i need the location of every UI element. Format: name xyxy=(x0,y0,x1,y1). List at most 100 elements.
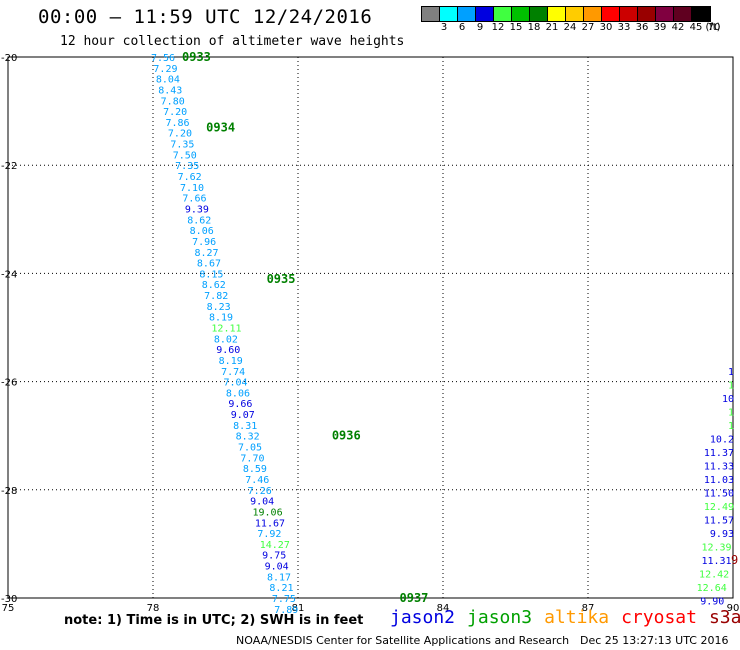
wave-height-value: 8.27 xyxy=(195,248,219,259)
wave-height-value: 9.39 xyxy=(185,204,209,215)
color-swatch xyxy=(692,7,710,21)
wave-height-value: 7.92 xyxy=(257,529,281,540)
wave-height-value: 12.39 xyxy=(701,543,731,554)
wave-height-value: 14.27 xyxy=(260,540,290,551)
latitude-tick-label: -28 xyxy=(1,486,17,497)
wave-height-value: 7.35 xyxy=(170,140,194,151)
color-swatch xyxy=(584,7,602,21)
color-scale-unit: (ft) xyxy=(705,22,721,33)
wave-height-value: 8.59 xyxy=(243,464,267,475)
color-scale-tick-label: 3 xyxy=(440,22,448,33)
wave-height-value: 11.03 xyxy=(704,475,734,486)
longitude-tick-label: 90 xyxy=(727,603,740,614)
latitude-tick-label: -30 xyxy=(1,594,17,605)
wave-height-value: 9.07 xyxy=(231,410,255,421)
color-swatch xyxy=(530,7,548,21)
color-swatch xyxy=(656,7,674,21)
wave-height-value: 7.04 xyxy=(224,378,248,389)
pass-time-label: 0937 xyxy=(400,591,429,605)
wave-height-value: 7.29 xyxy=(153,64,177,75)
wave-height-value: 9.93 xyxy=(710,529,734,540)
latitude-tick-label: -20 xyxy=(1,53,17,64)
wave-height-value: 7.35 xyxy=(175,161,199,172)
color-scale-tick-label: 42 xyxy=(671,22,685,33)
wave-height-value: 9.60 xyxy=(216,345,240,356)
wave-height-value: 12.49 xyxy=(704,502,734,513)
color-swatch xyxy=(548,7,566,21)
longitude-tick-label: 84 xyxy=(437,603,450,614)
wave-height-value: 8.43 xyxy=(158,85,182,96)
wave-height-value: 8.19 xyxy=(209,313,233,324)
credit-text: NOAA/NESDIS Center for Satellite Applica… xyxy=(236,634,570,647)
wave-height-value: 7.56 xyxy=(151,53,175,64)
color-scale-tick-label: 6 xyxy=(458,22,466,33)
wave-height-value: 11.67 xyxy=(255,518,285,529)
wave-height-value: 7.50 xyxy=(173,150,197,161)
wave-height-value: 8.32 xyxy=(236,432,260,443)
satellite-legend-item: jason3 xyxy=(467,607,533,628)
color-swatch xyxy=(602,7,620,21)
color-scale-tick-label: 9 xyxy=(476,22,484,33)
color-scale-tick-label: 27 xyxy=(581,22,595,33)
wave-height-value: 9.90 xyxy=(700,597,724,608)
color-scale-tick-label: 33 xyxy=(617,22,631,33)
wave-height-value: 7.20 xyxy=(163,107,187,118)
wave-height-value: 1 xyxy=(728,380,734,391)
color-swatch xyxy=(422,7,440,21)
map-subtitle: 12 hour collection of altimeter wave hei… xyxy=(60,34,405,49)
color-scale-tick-label: 15 xyxy=(509,22,523,33)
wave-height-value: 11.31 xyxy=(701,556,731,567)
color-swatch xyxy=(440,7,458,21)
wave-height-value: 8.04 xyxy=(156,75,180,86)
color-swatch xyxy=(458,7,476,21)
wave-height-value: 7.10 xyxy=(180,183,204,194)
wave-height-value: 11.33 xyxy=(704,461,734,472)
wave-height-value: 8.02 xyxy=(214,334,238,345)
color-scale-tick-label: 30 xyxy=(599,22,613,33)
satellite-legend-item: s3a xyxy=(708,607,740,628)
color-scale-tick-label: 24 xyxy=(563,22,577,33)
wave-height-value: 8.21 xyxy=(269,583,293,594)
wave-height-value: 7.82 xyxy=(204,291,228,302)
wave-height-value: 7.89 xyxy=(274,605,298,616)
color-scale-tick-label: 21 xyxy=(545,22,559,33)
wave-height-value: 9.75 xyxy=(262,551,286,562)
wave-height-value: 11.50 xyxy=(704,489,734,500)
wave-height-value: 9.04 xyxy=(265,562,289,573)
color-scale-tick-label: 39 xyxy=(653,22,667,33)
generated-timestamp: Dec 25 13:27:13 UTC 2016 xyxy=(580,634,729,647)
pass-time-label: 0933 xyxy=(182,50,211,64)
wave-height-value: 8.31 xyxy=(233,421,257,432)
pass-time-label: 0936 xyxy=(332,429,361,443)
wave-height-value: 9.04 xyxy=(250,497,274,508)
wave-height-value: 7.26 xyxy=(248,486,272,497)
wave-height-value: 7.75 xyxy=(272,594,296,605)
wave-height-value: 9 xyxy=(731,553,738,567)
color-swatch xyxy=(638,7,656,21)
wave-height-value: 11.37 xyxy=(704,448,734,459)
wave-height-value: 7.86 xyxy=(166,118,190,129)
latitude-tick-label: -22 xyxy=(1,161,17,172)
wave-height-value: 8.06 xyxy=(190,226,214,237)
color-swatch xyxy=(674,7,692,21)
color-scale-tick-label: 36 xyxy=(635,22,649,33)
satellite-legend-item: jason2 xyxy=(390,607,456,628)
satellite-legend-item: cryosat xyxy=(621,607,697,628)
color-scale-tick-label: 70 xyxy=(707,22,721,33)
wave-height-value: 7.46 xyxy=(245,475,269,486)
pass-time-label: 0935 xyxy=(267,272,296,286)
longitude-tick-label: 78 xyxy=(147,603,160,614)
longitude-tick-label: 87 xyxy=(582,603,595,614)
wave-height-value: 8.62 xyxy=(187,215,211,226)
color-swatch xyxy=(494,7,512,21)
map-title: 00:00 – 11:59 UTC 12/24/2016 xyxy=(38,6,373,28)
wave-height-value: 8.15 xyxy=(199,269,223,280)
color-swatch xyxy=(512,7,530,21)
wave-height-value: 8.62 xyxy=(202,280,226,291)
satellite-legend: jason2 jason3 altika cryosat s3a xyxy=(390,607,740,628)
wave-height-value: 8.67 xyxy=(197,259,221,270)
map-frame xyxy=(7,56,734,599)
wave-height-value: 7.74 xyxy=(221,367,245,378)
wave-height-value: 7.96 xyxy=(192,237,216,248)
